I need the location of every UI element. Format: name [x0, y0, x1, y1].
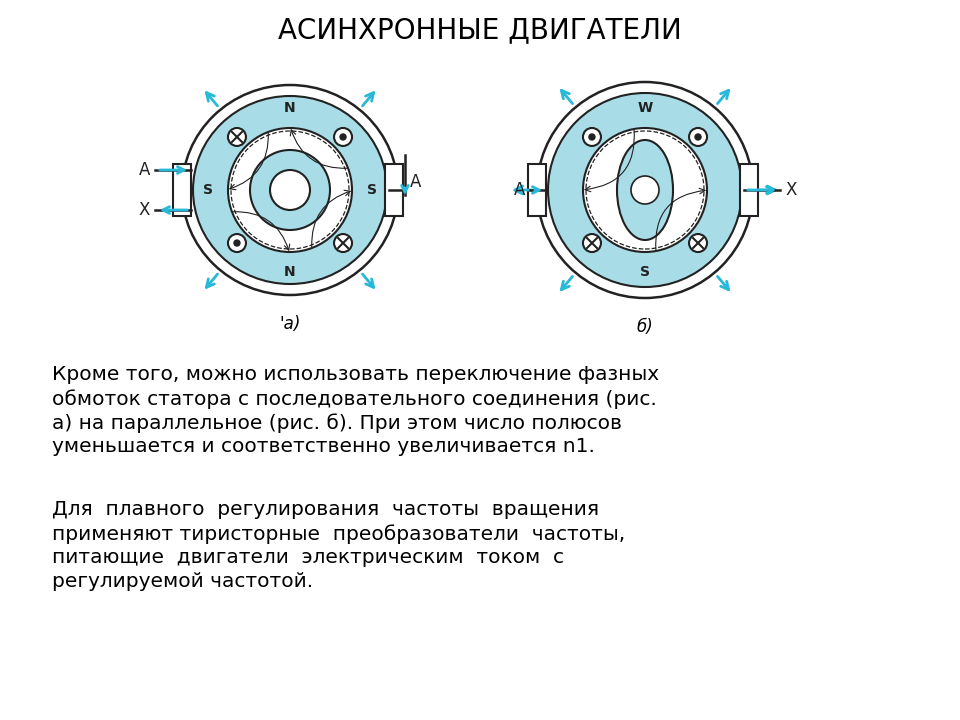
- Text: W: W: [637, 101, 653, 115]
- Circle shape: [689, 234, 707, 252]
- Text: АСИНХРОННЫЕ ДВИГАТЕЛИ: АСИНХРОННЫЕ ДВИГАТЕЛИ: [278, 16, 682, 44]
- Circle shape: [589, 134, 595, 140]
- Circle shape: [689, 128, 707, 146]
- Text: уменьшается и соответственно увеличивается n1.: уменьшается и соответственно увеличивает…: [52, 437, 595, 456]
- Circle shape: [537, 82, 753, 298]
- Ellipse shape: [182, 85, 398, 295]
- Text: питающие  двигатели  электрическим  током  с: питающие двигатели электрическим током с: [52, 548, 564, 567]
- Circle shape: [583, 128, 601, 146]
- Text: S: S: [367, 183, 377, 197]
- Circle shape: [334, 234, 352, 252]
- Circle shape: [334, 128, 352, 146]
- Circle shape: [234, 240, 240, 246]
- Circle shape: [583, 128, 707, 252]
- Text: X: X: [785, 181, 797, 199]
- Text: применяют тиристорные  преобразователи  частоты,: применяют тиристорные преобразователи ча…: [52, 524, 625, 544]
- Text: Для  плавного  регулирования  частоты  вращения: Для плавного регулирования частоты враще…: [52, 500, 599, 519]
- Circle shape: [250, 150, 330, 230]
- FancyBboxPatch shape: [528, 164, 546, 216]
- Text: обмоток статора с последовательного соединения (рис.: обмоток статора с последовательного соед…: [52, 389, 657, 409]
- Circle shape: [228, 128, 352, 252]
- Text: б): б): [636, 318, 654, 336]
- Text: N: N: [284, 101, 296, 115]
- Circle shape: [340, 134, 346, 140]
- Circle shape: [695, 134, 701, 140]
- Text: Кроме того, можно использовать переключение фазных: Кроме того, можно использовать переключе…: [52, 365, 660, 384]
- FancyBboxPatch shape: [385, 164, 403, 216]
- Text: A: A: [410, 173, 421, 191]
- Circle shape: [228, 234, 246, 252]
- Text: A: A: [138, 161, 150, 179]
- Circle shape: [228, 128, 246, 146]
- Text: 'а): 'а): [279, 315, 300, 333]
- FancyBboxPatch shape: [740, 164, 758, 216]
- Text: S: S: [640, 265, 650, 279]
- Circle shape: [270, 170, 310, 210]
- Circle shape: [548, 93, 742, 287]
- Text: N: N: [284, 265, 296, 279]
- Ellipse shape: [617, 140, 673, 240]
- Circle shape: [631, 176, 659, 204]
- Text: X: X: [138, 201, 150, 219]
- FancyBboxPatch shape: [173, 164, 191, 216]
- Text: S: S: [203, 183, 213, 197]
- Text: A: A: [514, 181, 525, 199]
- Text: а) на параллельное (рис. б). При этом число полюсов: а) на параллельное (рис. б). При этом чи…: [52, 413, 622, 433]
- Text: регулируемой частотой.: регулируемой частотой.: [52, 572, 313, 591]
- Circle shape: [583, 234, 601, 252]
- Ellipse shape: [193, 96, 387, 284]
